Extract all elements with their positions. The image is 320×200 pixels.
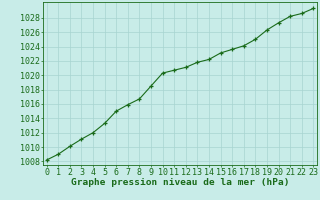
X-axis label: Graphe pression niveau de la mer (hPa): Graphe pression niveau de la mer (hPa) bbox=[71, 178, 289, 187]
